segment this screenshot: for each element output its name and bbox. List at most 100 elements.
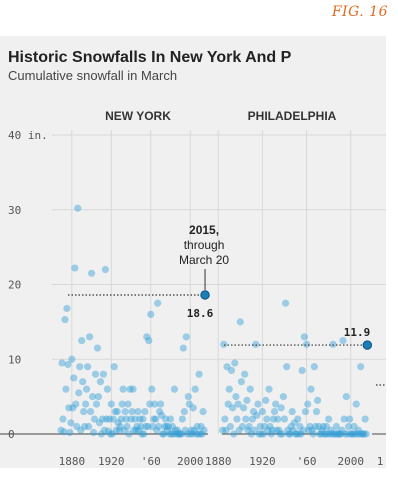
data-point bbox=[190, 426, 198, 434]
data-point bbox=[118, 400, 126, 408]
data-point bbox=[244, 426, 252, 434]
data-point bbox=[358, 430, 366, 438]
data-point bbox=[180, 407, 188, 416]
annotation-year: 2015, bbox=[189, 223, 219, 237]
data-point bbox=[228, 404, 237, 412]
data-point bbox=[75, 389, 83, 397]
data-point bbox=[155, 422, 163, 431]
data-point bbox=[286, 430, 294, 438]
data-point bbox=[343, 430, 352, 438]
data-point bbox=[74, 204, 82, 212]
data-point bbox=[79, 378, 87, 386]
data-point bbox=[63, 304, 71, 313]
y-tick-label: 20 bbox=[8, 279, 21, 292]
data-point bbox=[87, 269, 96, 277]
data-point bbox=[351, 430, 359, 438]
data-point bbox=[175, 430, 183, 438]
data-point bbox=[326, 430, 334, 438]
data-point bbox=[62, 385, 70, 393]
data-point bbox=[57, 426, 65, 434]
data-point bbox=[296, 422, 304, 431]
data-point bbox=[156, 407, 164, 416]
data-point bbox=[123, 422, 131, 431]
data-point bbox=[270, 407, 279, 416]
data-point bbox=[150, 415, 158, 423]
data-point bbox=[362, 430, 370, 438]
data-point bbox=[61, 316, 69, 324]
data-point bbox=[290, 419, 299, 427]
data-point bbox=[58, 359, 66, 367]
data-point bbox=[199, 407, 207, 416]
data-point bbox=[334, 430, 343, 438]
data-point bbox=[85, 422, 93, 431]
data-point bbox=[266, 422, 274, 431]
data-point bbox=[309, 430, 317, 438]
data-point bbox=[170, 385, 179, 393]
data-point bbox=[325, 415, 333, 423]
grid-layer bbox=[0, 130, 386, 435]
data-point bbox=[346, 415, 354, 423]
data-point bbox=[330, 430, 338, 438]
data-point bbox=[160, 422, 169, 431]
data-point bbox=[233, 415, 241, 423]
data-point bbox=[137, 422, 145, 431]
data-point bbox=[67, 419, 75, 427]
data-point bbox=[304, 400, 312, 408]
data-point bbox=[237, 378, 246, 386]
data-point bbox=[342, 393, 350, 401]
data-point bbox=[311, 422, 320, 431]
data-point bbox=[135, 426, 143, 434]
highlight-point bbox=[200, 290, 210, 300]
data-point bbox=[300, 333, 308, 341]
data-point bbox=[352, 400, 360, 408]
dots-layer bbox=[57, 204, 370, 438]
data-point bbox=[312, 407, 321, 416]
data-point bbox=[125, 430, 133, 438]
data-point bbox=[297, 430, 305, 438]
data-point bbox=[193, 422, 201, 431]
data-point bbox=[145, 336, 153, 345]
data-point bbox=[177, 430, 185, 438]
data-point bbox=[88, 393, 97, 401]
data-point bbox=[227, 366, 236, 375]
data-point bbox=[81, 422, 89, 431]
data-point bbox=[101, 265, 109, 274]
data-point bbox=[143, 333, 151, 341]
data-point bbox=[89, 428, 98, 437]
data-point bbox=[136, 415, 144, 423]
data-point bbox=[255, 430, 263, 438]
data-point bbox=[159, 430, 167, 438]
data-point bbox=[252, 340, 260, 348]
data-point bbox=[121, 407, 129, 416]
data-point bbox=[263, 415, 271, 423]
data-point bbox=[258, 407, 266, 416]
data-point bbox=[323, 430, 332, 438]
x-tick-label: 1920 bbox=[98, 455, 125, 468]
data-point bbox=[149, 422, 157, 431]
data-point bbox=[240, 404, 248, 412]
data-point bbox=[183, 430, 191, 438]
data-point bbox=[319, 422, 327, 431]
data-point bbox=[320, 430, 328, 438]
data-point bbox=[95, 419, 104, 427]
data-point bbox=[265, 385, 273, 393]
data-point bbox=[302, 340, 311, 348]
data-point bbox=[59, 415, 67, 423]
data-point bbox=[73, 422, 81, 431]
data-point bbox=[185, 400, 193, 408]
data-point bbox=[350, 422, 358, 431]
chart-title: Historic Snowfalls In New York And P bbox=[8, 49, 292, 66]
data-point bbox=[178, 415, 186, 423]
data-point bbox=[262, 396, 270, 404]
data-point bbox=[289, 426, 297, 434]
data-point bbox=[157, 400, 165, 408]
data-point bbox=[298, 366, 306, 375]
data-point bbox=[198, 430, 206, 438]
data-point bbox=[176, 430, 184, 438]
data-point bbox=[231, 359, 239, 367]
data-point bbox=[141, 407, 149, 416]
data-point bbox=[84, 363, 92, 371]
x-tick-label: 1880 bbox=[205, 455, 232, 468]
data-point bbox=[142, 422, 150, 431]
data-point bbox=[71, 264, 79, 272]
